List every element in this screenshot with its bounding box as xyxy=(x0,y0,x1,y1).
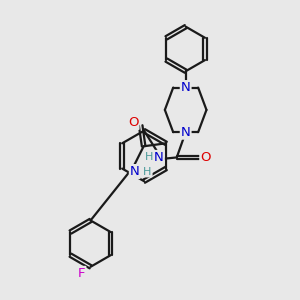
Text: O: O xyxy=(128,116,139,129)
Text: N: N xyxy=(154,151,164,164)
Text: F: F xyxy=(78,267,85,280)
Text: N: N xyxy=(181,126,190,139)
Text: H: H xyxy=(145,152,154,162)
Text: N: N xyxy=(181,81,190,94)
Text: N: N xyxy=(130,165,140,178)
Text: O: O xyxy=(200,151,211,164)
Text: H: H xyxy=(143,167,152,176)
